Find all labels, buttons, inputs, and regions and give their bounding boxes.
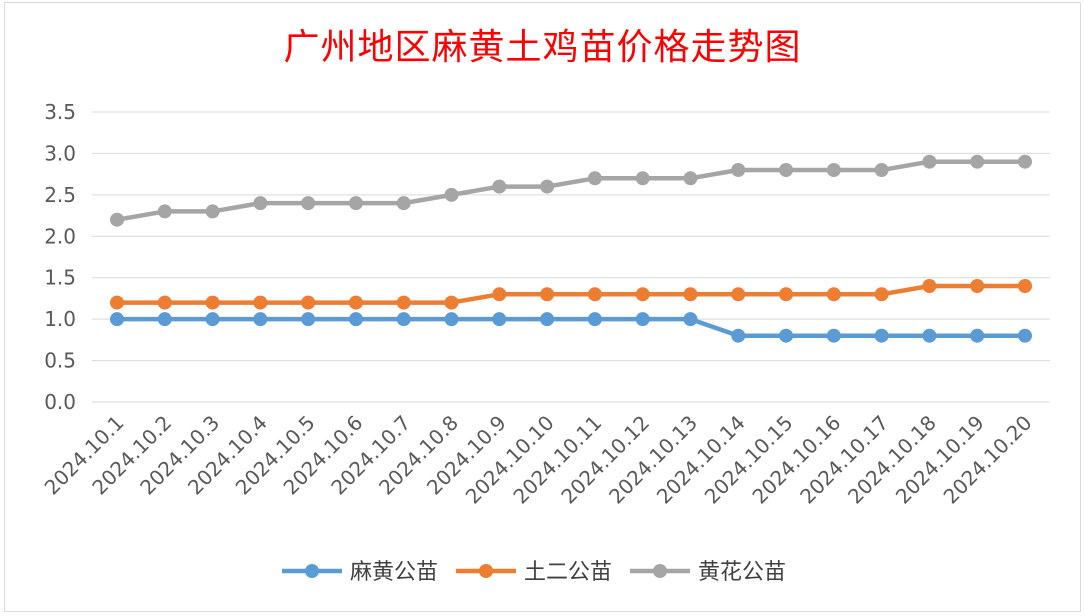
- data-point: [587, 312, 602, 327]
- data-point: [492, 287, 507, 302]
- data-point: [396, 295, 411, 310]
- y-tick-label: 2.0: [44, 224, 76, 248]
- data-point: [396, 196, 411, 211]
- data-point: [970, 328, 985, 343]
- data-point: [922, 154, 937, 169]
- data-point: [444, 312, 459, 327]
- y-tick-label: 2.5: [44, 183, 76, 207]
- data-point: [1018, 279, 1032, 293]
- data-point: [540, 287, 555, 302]
- legend-marker: [305, 564, 319, 578]
- legend: 麻黄公苗 土二公苗 黄花公苗: [282, 560, 786, 585]
- data-point: [635, 171, 650, 186]
- x-axis-ticks: 2024.10.12024.10.22024.10.32024.10.42024…: [40, 411, 1037, 509]
- data-point: [683, 171, 698, 186]
- data-point: [348, 312, 363, 327]
- data-point: [779, 328, 794, 343]
- chart-title: 广州地区麻黄土鸡苗价格走势图: [283, 27, 802, 68]
- data-point: [731, 328, 746, 343]
- data-point: [922, 328, 937, 343]
- data-point: [1018, 328, 1032, 343]
- legend-item: 土二公苗: [456, 560, 612, 585]
- data-point: [826, 163, 841, 177]
- data-point: [540, 312, 555, 327]
- data-point: [205, 204, 220, 219]
- data-point: [157, 204, 172, 219]
- data-point: [635, 312, 650, 327]
- data-point: [874, 163, 889, 177]
- data-point: [874, 287, 889, 302]
- legend-item: 麻黄公苗: [282, 560, 438, 585]
- data-point: [779, 287, 794, 302]
- data-point: [253, 312, 268, 327]
- data-point: [348, 196, 363, 211]
- data-point: [396, 312, 411, 327]
- series-group: [110, 154, 1032, 343]
- data-point: [731, 287, 746, 302]
- legend-item: 黄花公苗: [630, 560, 786, 585]
- data-point: [874, 328, 889, 343]
- data-point: [492, 179, 507, 194]
- series-line: [117, 316, 1025, 338]
- y-tick-label: 0.5: [44, 349, 76, 373]
- legend-label: 黄花公苗: [698, 560, 786, 585]
- data-point: [253, 196, 268, 211]
- data-point: [826, 328, 841, 343]
- data-point: [587, 287, 602, 302]
- data-point: [683, 312, 698, 327]
- legend-label: 土二公苗: [524, 560, 612, 585]
- y-tick-label: 3.0: [44, 141, 76, 165]
- data-point: [301, 312, 316, 327]
- data-point: [1018, 154, 1032, 169]
- data-point: [826, 287, 841, 302]
- y-tick-label: 3.5: [44, 100, 76, 124]
- data-point: [683, 287, 698, 302]
- data-point: [492, 312, 507, 327]
- data-point: [635, 287, 650, 302]
- data-point: [110, 295, 124, 310]
- series-2: [110, 279, 1032, 310]
- data-point: [157, 295, 172, 310]
- gridlines: [92, 111, 1050, 403]
- y-axis-ticks: 0.0 0.5 1.0 1.5 2.0 2.5 3.0 3.5: [44, 100, 76, 414]
- y-tick-label: 0.0: [44, 390, 76, 414]
- y-tick-label: 1.5: [44, 266, 76, 290]
- data-point: [110, 212, 124, 227]
- legend-label: 麻黄公苗: [350, 560, 438, 585]
- data-point: [444, 187, 459, 202]
- data-point: [348, 295, 363, 310]
- data-point: [444, 295, 459, 310]
- data-point: [970, 279, 985, 293]
- data-point: [779, 163, 794, 177]
- data-point: [731, 163, 746, 177]
- y-tick-label: 1.0: [44, 307, 76, 331]
- data-point: [587, 171, 602, 186]
- series-3: [110, 154, 1032, 227]
- series-1: [110, 312, 1032, 343]
- data-point: [110, 312, 124, 327]
- data-point: [301, 196, 316, 211]
- legend-marker: [653, 564, 667, 578]
- series-line: [116, 159, 1025, 222]
- data-point: [157, 312, 172, 327]
- data-point: [922, 279, 937, 293]
- data-point: [540, 179, 555, 194]
- data-point: [301, 295, 316, 310]
- chart-frame: [4, 2, 1081, 612]
- data-point: [205, 295, 220, 310]
- data-point: [970, 154, 985, 169]
- data-point: [253, 295, 268, 310]
- series-line: [117, 283, 1025, 305]
- data-point: [205, 312, 220, 327]
- legend-marker: [479, 564, 493, 578]
